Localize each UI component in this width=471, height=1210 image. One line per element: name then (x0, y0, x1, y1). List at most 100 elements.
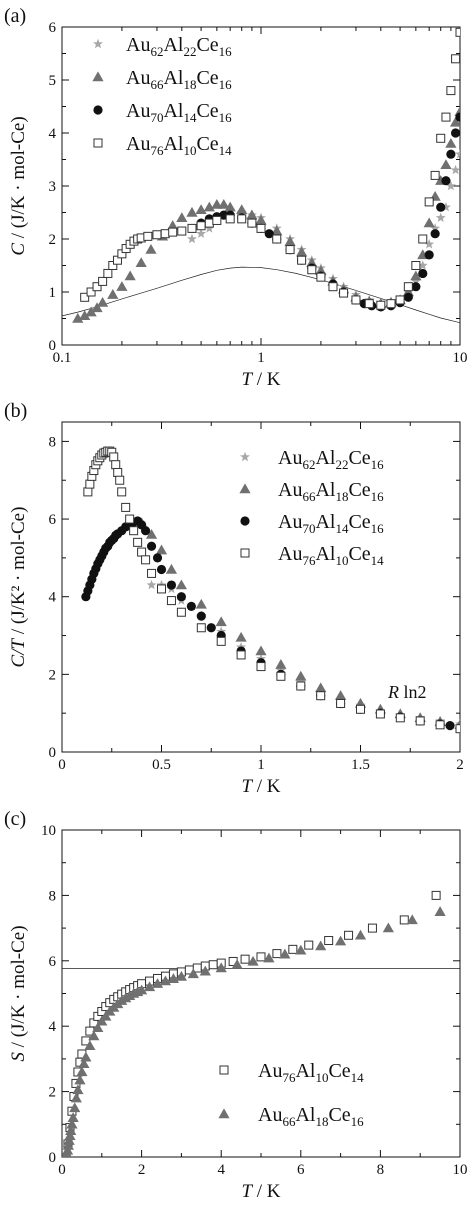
panel-a-series-0-point (204, 223, 215, 233)
panel-c-series-1-point (231, 959, 243, 969)
panel-a-series-0-point (430, 223, 441, 233)
panel-b-series-1-point (235, 631, 247, 642)
panel-a-legend-marker (93, 105, 103, 115)
panel-c-legend-entry: Au66Al18Ce16 (258, 1104, 364, 1129)
panel-a-legend: Au62Al22Ce16 Au66Al18Ce16 Au70Al14Ce16 Au76… (92, 34, 232, 158)
panel-a-series-0-point (410, 276, 421, 286)
panel-c-series-1-point (382, 922, 394, 933)
panel-a-x-tick-label: 1 (257, 350, 265, 366)
panel-a-series-1-point (246, 209, 258, 220)
panel-a-series-3-point (247, 218, 257, 228)
panel-c-series-1-point (335, 935, 347, 946)
panel-c-series-1-point (215, 962, 227, 973)
panel-a-label: (a) (4, 5, 26, 27)
panel-b-series-3-point (129, 526, 139, 536)
panel-a-x-tick-label: 10 (453, 350, 468, 366)
panel-b-series-2-point (152, 553, 163, 563)
panel-b-x-tick-label: 1 (257, 757, 265, 773)
panel-c-series-1-point (72, 1084, 84, 1095)
panel-c-series-1 (62, 906, 446, 1157)
panel-b-legend-marker (240, 516, 250, 526)
panel-a-series-0-point (187, 233, 197, 244)
panel-a-series-1-point (135, 257, 147, 268)
panel-a-series-1-point (97, 297, 109, 307)
panel-a-series-0-point (424, 239, 435, 249)
panel-a-legend-marker (92, 71, 104, 82)
panel-c-x-tick-label: 4 (217, 1162, 225, 1178)
panel-c-y-tick-label: 4 (49, 1019, 57, 1035)
panel-a-series-1-point (145, 244, 157, 254)
panel-b-x-tick-label: 1.5 (351, 757, 370, 773)
panel-a-series-3-point (418, 234, 428, 244)
panel-b-series-3-point (133, 537, 143, 547)
panel-c-series-1-point (175, 970, 187, 981)
panel-a-series-1-point (124, 270, 136, 281)
panel-a-series-3-point (92, 282, 102, 292)
panel-a-series-1-point (107, 289, 119, 299)
panel-b-y-tick-label: 0 (49, 745, 57, 761)
panel-a-series-3-point (225, 214, 235, 224)
panel-c-series-1-point (92, 1022, 104, 1033)
panel-a-series-0-point (435, 212, 446, 223)
panel-b-series-3-point (113, 467, 123, 477)
panel-c-series-0-point (367, 923, 377, 933)
panel-c-series-1-point (76, 1066, 88, 1077)
panel-c-y-tick-label: 8 (49, 888, 57, 904)
panel-a-series-1-point (203, 201, 215, 212)
panel-a-series-3-point (446, 86, 456, 96)
panel-c-series-1-point (67, 1112, 79, 1122)
panel-a-series-3-point (386, 299, 396, 309)
panel-c-x-tick-label: 8 (377, 1162, 385, 1178)
panel-b-x-tick-label: 2 (456, 757, 464, 773)
panel-b-series-3-point (415, 716, 425, 726)
panel-c-series-1-point (84, 1040, 96, 1051)
panel-b-series-1-point (155, 544, 168, 555)
panel-b-series-3-point (111, 460, 121, 470)
panel-a-series-3-point (436, 133, 446, 143)
panel-a-legend-entry: Au70Al14Ce16 (126, 100, 232, 125)
panel-c-series-0-point (324, 936, 334, 946)
panel-c-series-1-point (187, 968, 199, 979)
panel-b-series-3-point (216, 636, 226, 646)
panel-a-series-1-point (167, 220, 179, 230)
panel-c-series-0-point (208, 960, 218, 970)
panel-b-series-3-point (356, 704, 365, 714)
panel-b-series-3-point (166, 596, 176, 606)
panel-b-series-1-point (145, 528, 158, 539)
panel-a-series-3-point (98, 276, 108, 286)
panel-c-series-0-point (304, 940, 314, 950)
panel-c-y-tick-label: 0 (49, 1150, 57, 1166)
panel-a-legend-marker (93, 38, 103, 49)
panel-b-x-axis-label: T / K (241, 776, 280, 797)
panel-a-series-0 (187, 149, 460, 307)
panel-c-y-axis-label: S / (J/K · mol-Ce) (8, 925, 29, 1061)
panel-a-series-1-point (440, 159, 452, 169)
panel-a-series-3-point (441, 112, 451, 122)
panel-a-series-3-point (152, 230, 162, 240)
panel-a-series-2 (196, 112, 460, 312)
panel-c-series-0-point (431, 890, 441, 900)
panel-a-series-2-point (430, 229, 440, 239)
panel-b-y-tick-label: 4 (49, 590, 57, 606)
panel-a-series-2-point (264, 229, 274, 239)
panel-c-series-1-point (64, 1130, 76, 1140)
panel-a-series-3-point (430, 170, 440, 180)
panel-a-series-3-point (103, 268, 113, 278)
panel-a-series-3-point (316, 272, 326, 282)
panel-a-y-tick-label: 3 (49, 179, 57, 195)
panel-a-series-3-point (80, 292, 90, 302)
panel-a-series-3-point (177, 226, 187, 236)
panel-a-series-1-point (116, 281, 128, 291)
panel-c-x-tick-label: 2 (138, 1162, 146, 1178)
panel-c-series-1-point (70, 1092, 82, 1103)
panel-a-series-3-point (272, 234, 282, 244)
panel-a-series-3-point (364, 299, 374, 309)
panel-b-legend-entry: Au76Al10Ce14 (278, 543, 384, 568)
panel-b-series-1-point (195, 598, 207, 609)
panel-b-series-3-point (147, 568, 157, 578)
panel-a-series-0-point (445, 180, 456, 191)
panel-b-x-tick-label: 0 (58, 757, 66, 773)
panel-c-label: (c) (4, 808, 26, 830)
panel-a-legend-marker (93, 138, 103, 148)
